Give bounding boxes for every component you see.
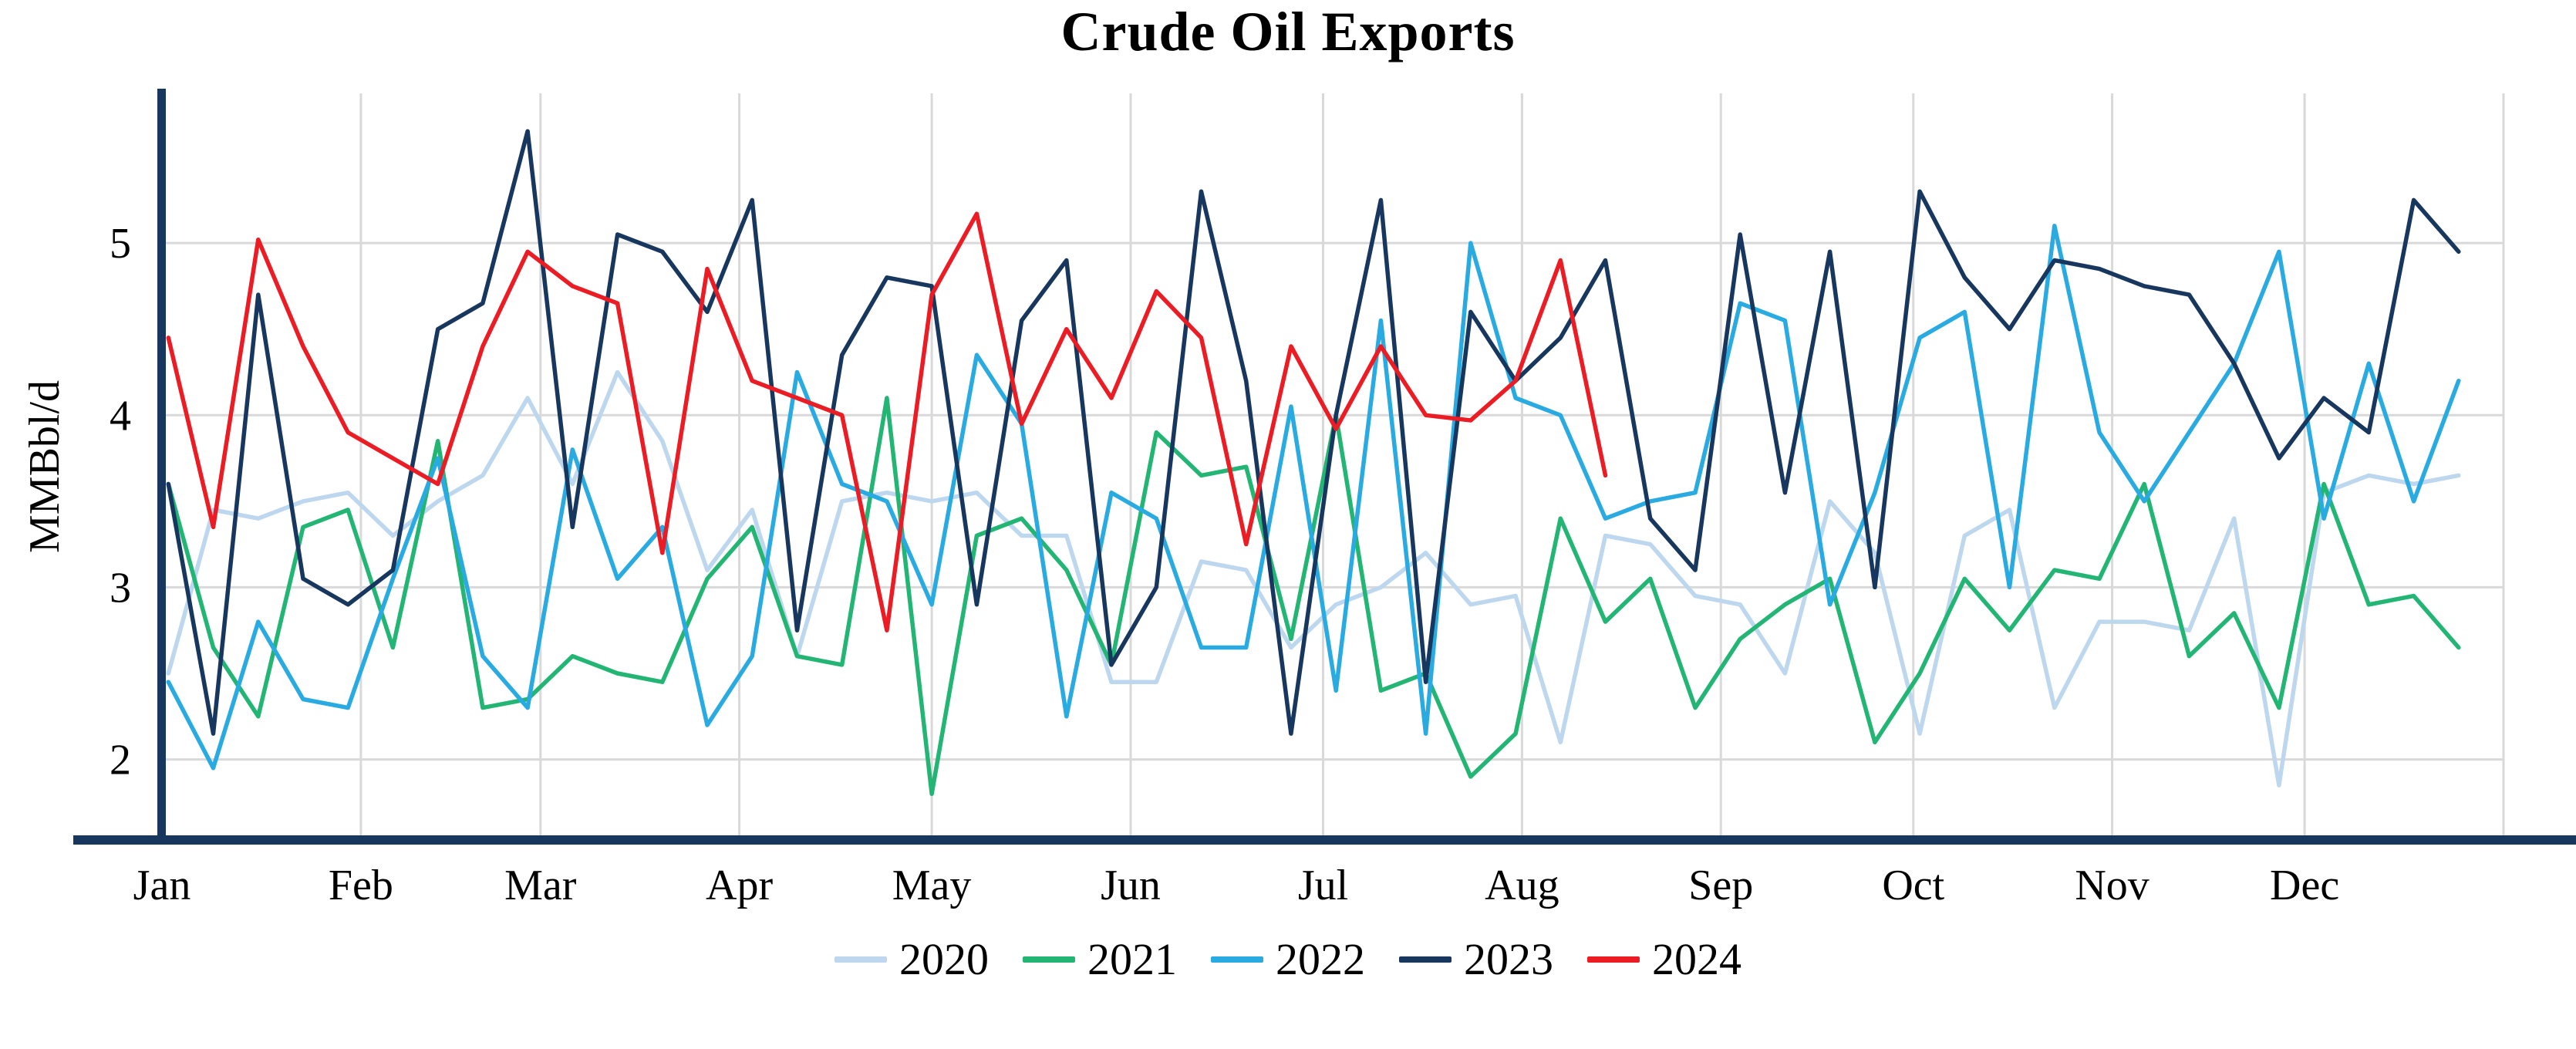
y-tick-label: 4 — [110, 392, 131, 440]
series-line-2021 — [166, 396, 2461, 796]
x-tick-label: Sep — [1688, 862, 1753, 909]
series-line-2022 — [166, 224, 2461, 771]
chart-title: Crude Oil Exports — [1060, 1, 1516, 62]
x-tick-label: Feb — [329, 862, 393, 909]
legend-label: 2024 — [1652, 934, 1741, 984]
x-tick-label: Apr — [706, 862, 773, 909]
series-line-2024 — [166, 211, 1608, 632]
legend-swatch-2024 — [1587, 956, 1640, 963]
legend-swatch-2023 — [1399, 956, 1452, 963]
legend-item-2021: 2021 — [1023, 933, 1177, 985]
x-axis-line — [73, 835, 2576, 845]
legend-item-2022: 2022 — [1211, 933, 1365, 985]
series-line-2023 — [166, 129, 2461, 736]
legend-label: 2023 — [1464, 934, 1553, 984]
x-tick-label: Oct — [1882, 862, 1944, 909]
y-tick-label: 2 — [110, 737, 131, 784]
chart-legend: 2020 2021 2022 2023 2024 — [0, 933, 2576, 985]
y-tick-label: 3 — [110, 564, 131, 612]
x-tick-label: Jul — [1298, 862, 1348, 909]
x-tick-label: Jan — [133, 862, 191, 909]
legend-item-2020: 2020 — [835, 933, 989, 985]
y-tick-label: 5 — [110, 220, 131, 268]
legend-swatch-2022 — [1211, 956, 1263, 963]
x-tick-label: Mar — [504, 862, 577, 909]
legend-label: 2020 — [899, 934, 989, 984]
legend-item-2023: 2023 — [1399, 933, 1553, 985]
legend-label: 2021 — [1087, 934, 1177, 984]
legend-label: 2022 — [1276, 934, 1365, 984]
legend-swatch-2021 — [1023, 956, 1075, 963]
x-tick-label: Nov — [2075, 862, 2149, 909]
legend-swatch-2020 — [835, 956, 887, 963]
x-tick-label: Jun — [1101, 862, 1161, 909]
x-tick-label: May — [892, 862, 972, 909]
x-tick-label: Aug — [1485, 862, 1559, 909]
y-axis-line — [157, 89, 166, 842]
series-line-2020 — [166, 369, 2461, 788]
legend-item-2024: 2024 — [1587, 933, 1741, 985]
x-tick-label: Dec — [2270, 862, 2339, 909]
